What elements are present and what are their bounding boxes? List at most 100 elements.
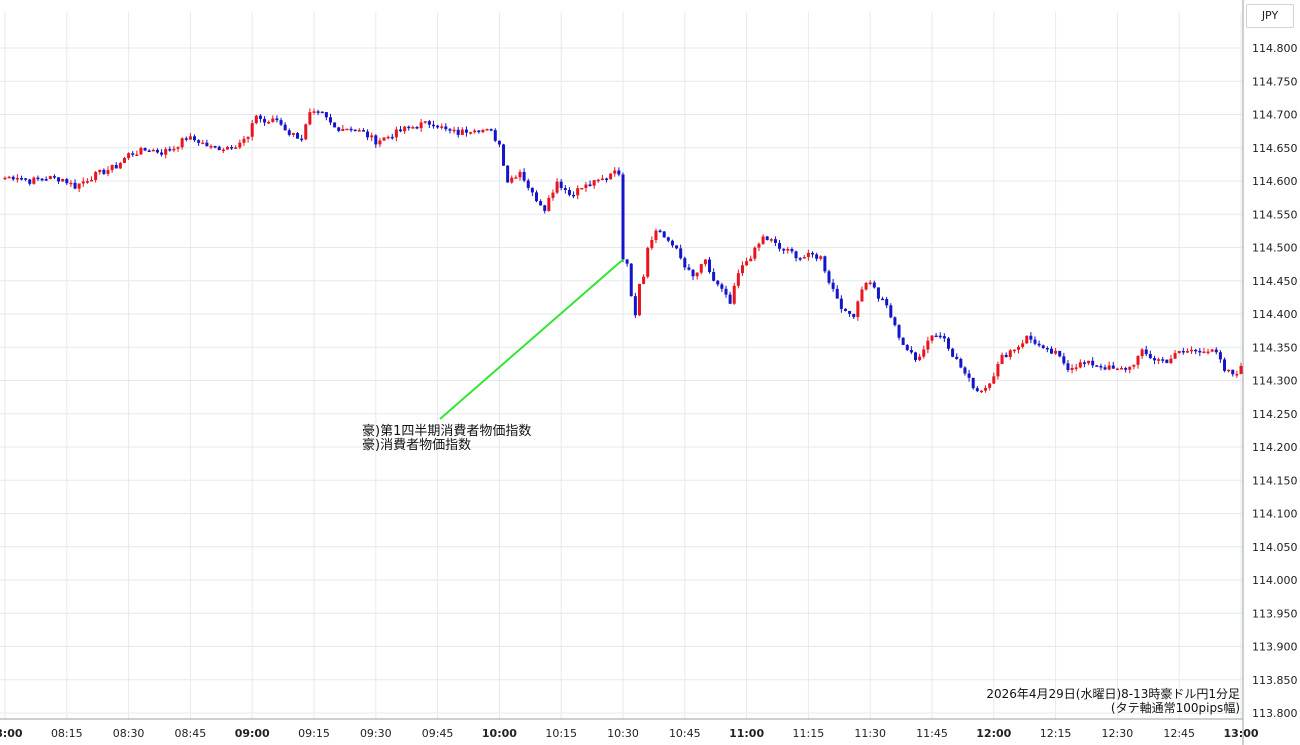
candle-body (283, 124, 287, 131)
candle-body (1062, 356, 1066, 364)
candle-body (213, 146, 217, 148)
candle-body (304, 124, 308, 140)
candle-body (745, 261, 749, 266)
x-tick-label: 11:30 (854, 727, 886, 740)
candle-body (1082, 362, 1086, 364)
candle-body (918, 356, 922, 361)
candle-body (65, 179, 69, 184)
candle-body (992, 376, 996, 384)
candle-body (736, 273, 740, 286)
x-tick-label: 08:30 (113, 727, 145, 740)
candle-body (522, 171, 526, 181)
candle-body (588, 184, 592, 187)
candle-body (1144, 349, 1148, 355)
candle-body (1021, 343, 1025, 347)
candle-body (172, 148, 176, 151)
candle-body (1095, 365, 1099, 367)
candle-body (489, 129, 493, 131)
candle-body (543, 205, 547, 211)
candle-body (221, 149, 225, 152)
candle-body (572, 194, 576, 197)
candle-body (345, 128, 349, 131)
candle-body (473, 130, 477, 133)
candle-body (625, 259, 629, 264)
y-tick-label: 114.100 (1252, 508, 1298, 521)
candle-body (761, 236, 765, 244)
candle-body (230, 146, 234, 149)
candle-body (942, 336, 946, 339)
candle-body (823, 256, 827, 272)
candle-body (275, 118, 279, 121)
candle-body (658, 230, 662, 233)
candle-body (1161, 359, 1165, 361)
candle-body (514, 177, 518, 179)
candle-body (806, 252, 810, 258)
candle-body (1194, 349, 1198, 352)
candle-body (881, 298, 885, 301)
candle-body (57, 177, 61, 182)
candle-body (271, 118, 275, 123)
candle-body (1045, 348, 1049, 350)
candle-body (333, 122, 337, 128)
candle-body (679, 248, 683, 259)
candle-body (436, 125, 440, 128)
x-tick-label: 11:15 (793, 727, 825, 740)
x-tick-label: 09:15 (298, 727, 330, 740)
candle-body (44, 179, 48, 181)
candle-body (934, 335, 938, 338)
candle-body (534, 192, 538, 202)
candle-body (456, 129, 460, 135)
candle-body (1202, 351, 1206, 354)
candle-body (176, 147, 180, 149)
candle-body (835, 288, 839, 299)
candle-body (1078, 362, 1082, 368)
candle-body (246, 136, 250, 139)
candle-body (1049, 348, 1053, 354)
y-tick-label: 113.950 (1252, 607, 1298, 620)
candle-body (1227, 369, 1231, 372)
candle-body (596, 179, 600, 182)
candle-body (361, 130, 365, 132)
candle-body (394, 129, 398, 138)
candle-body (188, 136, 192, 140)
candle-body (452, 129, 456, 132)
chart-grid (0, 12, 1243, 719)
candle-body (122, 158, 126, 163)
candle-body (1206, 351, 1210, 354)
candle-body (757, 243, 761, 248)
candle-body (502, 144, 506, 166)
candle-body (1157, 359, 1161, 361)
candle-body (61, 179, 65, 182)
candle-body (605, 178, 609, 181)
candle-body (1218, 352, 1222, 360)
candle-body (1239, 365, 1243, 374)
candle-body (147, 150, 151, 153)
currency-badge[interactable]: JPY (1246, 4, 1294, 28)
candle-body (971, 377, 975, 389)
candle-body (1087, 360, 1091, 364)
candle-body (926, 340, 930, 350)
candle-body (555, 181, 559, 193)
candle-body (1136, 356, 1140, 365)
candle-body (481, 129, 485, 133)
candle-body (374, 135, 378, 145)
candle-body (897, 325, 901, 338)
candle-body (510, 177, 514, 183)
candle-body (209, 146, 213, 148)
candle-body (1111, 365, 1115, 369)
candle-body (36, 177, 40, 180)
candle-body (852, 313, 856, 318)
candle-body (1115, 368, 1119, 371)
candle-body (316, 111, 320, 113)
candle-body (975, 388, 979, 392)
candle-body (613, 170, 617, 174)
candle-body (617, 170, 621, 175)
candle-body (180, 138, 184, 148)
candle-body (201, 142, 205, 145)
x-tick-label: 08:45 (175, 727, 207, 740)
candle-body (90, 180, 94, 182)
candle-body (530, 187, 534, 193)
candle-body (959, 358, 963, 368)
candle-body (102, 169, 106, 174)
candle-body (1214, 349, 1218, 353)
